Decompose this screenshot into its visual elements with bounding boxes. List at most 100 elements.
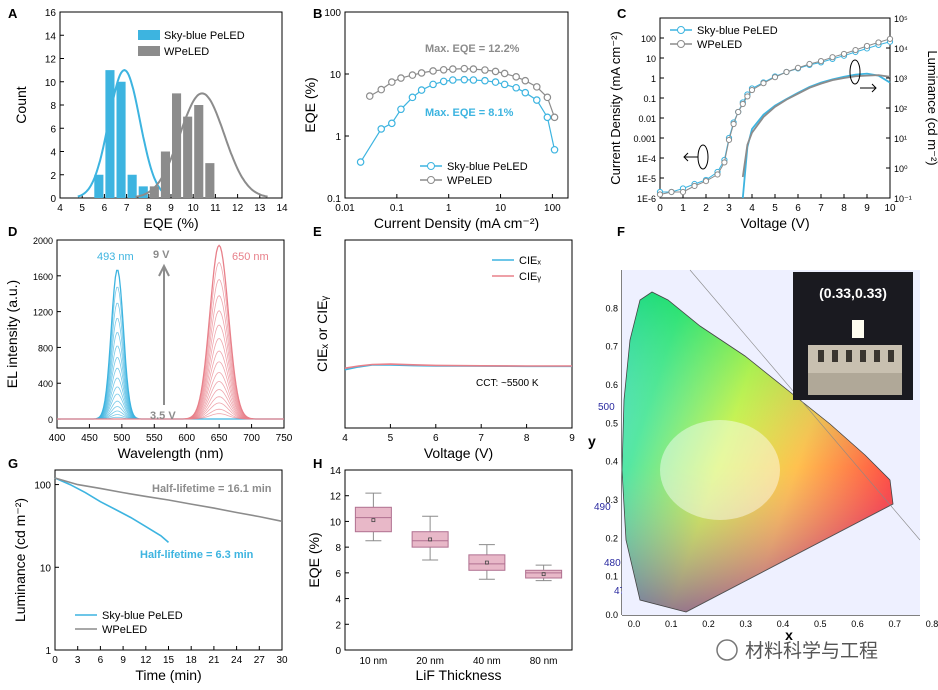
- x-tick-label: 0: [52, 655, 58, 666]
- panel-d-el-spectra: 400 450 500 550 600 650 700 750 0 400 800 1200 1600 2…: [4, 236, 293, 461]
- y-tick-label: 10: [40, 563, 52, 574]
- x-tick-label: 550: [146, 433, 163, 444]
- data-point: [500, 69, 509, 78]
- spectrum-0-1: [57, 286, 284, 420]
- y-tick-label: 0.01: [638, 114, 656, 124]
- x-tick-label: 14: [276, 203, 288, 214]
- y-tick-label: 10¹: [894, 134, 907, 144]
- x-tick-label: 0.0: [628, 619, 641, 629]
- panel-a-histogram: 4 5 6 7 8 9 10 11 12 13 14 0 2 4 6 8 10 12 14 16 EQE (%) Coun…: [13, 8, 288, 231]
- data-point: [397, 105, 405, 114]
- x-tick-label: 8: [524, 433, 530, 444]
- jv-point: [829, 54, 836, 61]
- legend-label: Sky-blue PeLED: [447, 161, 528, 173]
- data-point: [512, 83, 520, 92]
- panel-letter-C: C: [617, 6, 627, 21]
- x-tick-label: 30: [276, 655, 288, 666]
- data-point: [491, 78, 500, 86]
- x-tick-label: 0.8: [926, 619, 938, 629]
- x-axis-label: x: [785, 627, 793, 643]
- x-tick-label: 750: [276, 433, 293, 444]
- x-tick-label: 0.6: [851, 619, 864, 629]
- data-point: [532, 83, 541, 91]
- gaussian-fit-0: [77, 69, 171, 198]
- y-tick-label: 1E-4: [637, 154, 656, 164]
- x-tick-label: 9: [168, 203, 174, 214]
- histogram-bar: [205, 163, 215, 198]
- legend-marker: [677, 26, 685, 34]
- x-tick-label: 500: [114, 433, 131, 444]
- x-tick-label: 12: [140, 655, 152, 666]
- emitting-pixel: [852, 320, 864, 338]
- data-point: [388, 78, 396, 86]
- x-tick-label: 6: [102, 203, 108, 214]
- y-axis-label-right: Luminance (cd m⁻²): [925, 50, 938, 165]
- x-tick-label: 5: [79, 203, 85, 214]
- y-axis-label: Count: [13, 86, 29, 123]
- data-point: [408, 93, 417, 102]
- data-point: [491, 67, 500, 76]
- jv-line-wpeled: [659, 38, 891, 195]
- jv-point: [840, 50, 848, 58]
- wavelength-label-480: 480: [604, 558, 621, 569]
- y-tick-label: 4: [335, 595, 341, 606]
- y-axis-label: y: [588, 433, 596, 449]
- x-tick-label: 4: [342, 433, 348, 444]
- data-point: [449, 65, 457, 73]
- spectrum-1-6: [57, 338, 284, 420]
- data-point: [439, 77, 448, 86]
- x-tick-label: 3: [75, 655, 81, 666]
- legend-label: WPeLED: [164, 46, 209, 58]
- data-point: [460, 75, 469, 84]
- data-point: [439, 65, 448, 74]
- histogram-bar: [194, 105, 204, 198]
- panel-letter-A: A: [8, 6, 18, 21]
- spectrum-1-5: [57, 324, 284, 420]
- data-point: [521, 76, 530, 85]
- y-tick-label: 1E-6: [637, 194, 656, 204]
- data-point: [429, 80, 437, 89]
- jv-line-sky_blue: [660, 41, 891, 193]
- luminance-line-sky_blue: [741, 72, 891, 199]
- x-tick-label: 9: [120, 655, 126, 666]
- panel-letter-H: H: [313, 456, 322, 471]
- y-tick-label: 100: [641, 34, 656, 44]
- panel-letter-B: B: [313, 6, 322, 21]
- blue-peak-label: 493 nm: [97, 251, 134, 263]
- jv-point: [886, 35, 894, 43]
- jv-point: [725, 136, 733, 144]
- y-tick-label: 1: [45, 646, 51, 657]
- x-tick-label: 10: [884, 203, 896, 214]
- data-point: [469, 65, 478, 73]
- x-tick-label: 10: [188, 203, 200, 214]
- data-point: [429, 67, 437, 75]
- purple-line: [685, 503, 894, 613]
- y-tick-label: 6: [50, 124, 56, 135]
- y-tick-label: 12: [45, 55, 57, 66]
- iqr-box: [468, 554, 506, 571]
- y-tick-label: 10⁵: [894, 14, 908, 24]
- jv-point: [744, 93, 751, 100]
- x-tick-label: 7: [124, 203, 130, 214]
- histogram-bar: [183, 116, 193, 198]
- x-axis-label: Voltage (V): [740, 215, 809, 231]
- category-label: 10 nm: [359, 656, 387, 667]
- data-point: [365, 92, 374, 100]
- data-point: [521, 88, 530, 97]
- y-tick-label: 1: [335, 132, 341, 143]
- y-tick-label: 1E-5: [637, 174, 656, 184]
- data-point: [469, 76, 478, 84]
- legend-label: Sky-blue PeLED: [164, 30, 245, 42]
- y-tick-label: 8: [335, 543, 341, 554]
- x-tick-label: 3: [726, 203, 732, 214]
- y-tick-label: 14: [45, 31, 57, 42]
- y-tick-label: 2000: [33, 236, 53, 246]
- legend-label: CIEᵧ: [519, 271, 541, 283]
- x-axis-label: Wavelength (nm): [117, 445, 223, 461]
- y-tick-label: 2: [50, 171, 56, 182]
- x-tick-label: 18: [186, 655, 198, 666]
- jv-point: [702, 177, 710, 185]
- right-axis-indicator: [849, 59, 861, 85]
- iqr-box: [411, 531, 449, 548]
